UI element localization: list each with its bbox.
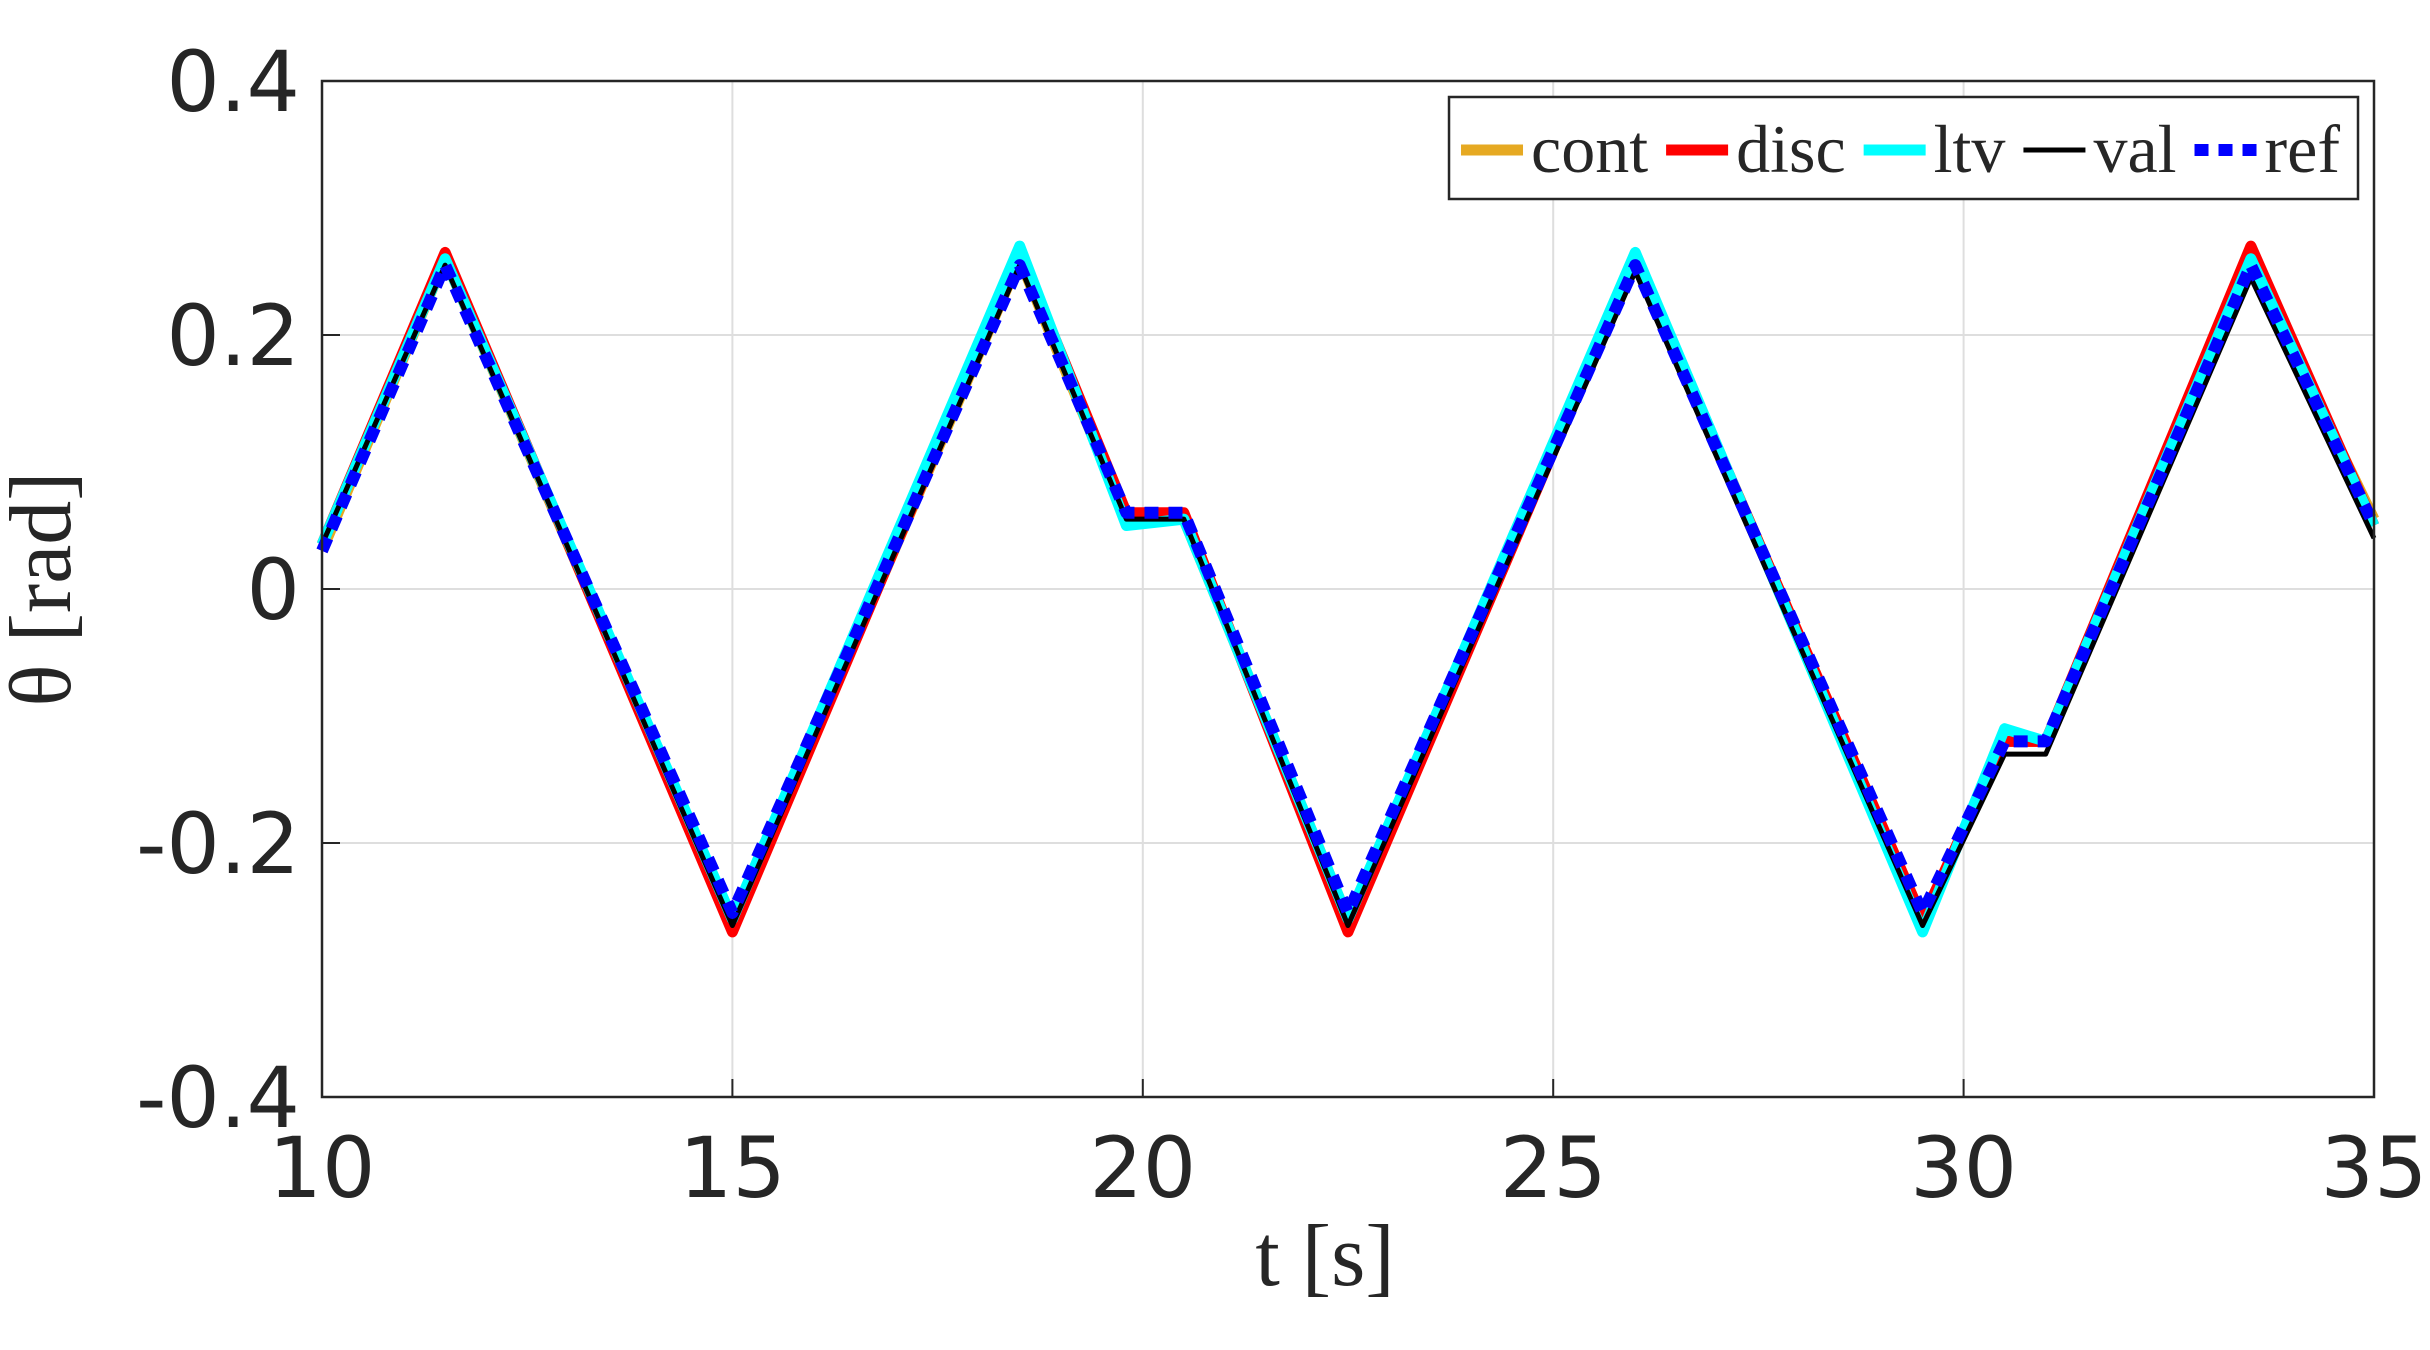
x-tick-label: 10 — [269, 1119, 376, 1217]
y-tick-label: 0 — [247, 541, 300, 639]
series-line — [319, 262, 2377, 929]
legend-label: val — [2093, 111, 2176, 187]
x-axis-label: t [s] — [1255, 1208, 1394, 1305]
y-tick-label: 0.4 — [166, 33, 300, 131]
legend: cont disc ltv val ref — [1447, 95, 2360, 201]
y-tick-label: 0.2 — [166, 287, 300, 385]
legend-label: cont — [1531, 111, 1648, 187]
axes-box — [320, 79, 2376, 1099]
x-tick-label: 15 — [679, 1119, 786, 1217]
y-tick-label: -0.2 — [136, 795, 300, 893]
legend-label: ref — [2265, 111, 2341, 187]
y-tick-label: -0.4 — [136, 1049, 300, 1147]
y-axis-label: θ [rad] — [0, 471, 90, 706]
x-tick-label: 35 — [2321, 1119, 2428, 1217]
x-tick-label: 30 — [1910, 1119, 2017, 1217]
legend-label: disc — [1736, 111, 1846, 187]
x-tick-label: 25 — [1500, 1119, 1607, 1217]
x-tick-label: 20 — [1089, 1119, 1196, 1217]
series-line — [316, 259, 2380, 919]
legend-label: ltv — [1934, 111, 2006, 187]
